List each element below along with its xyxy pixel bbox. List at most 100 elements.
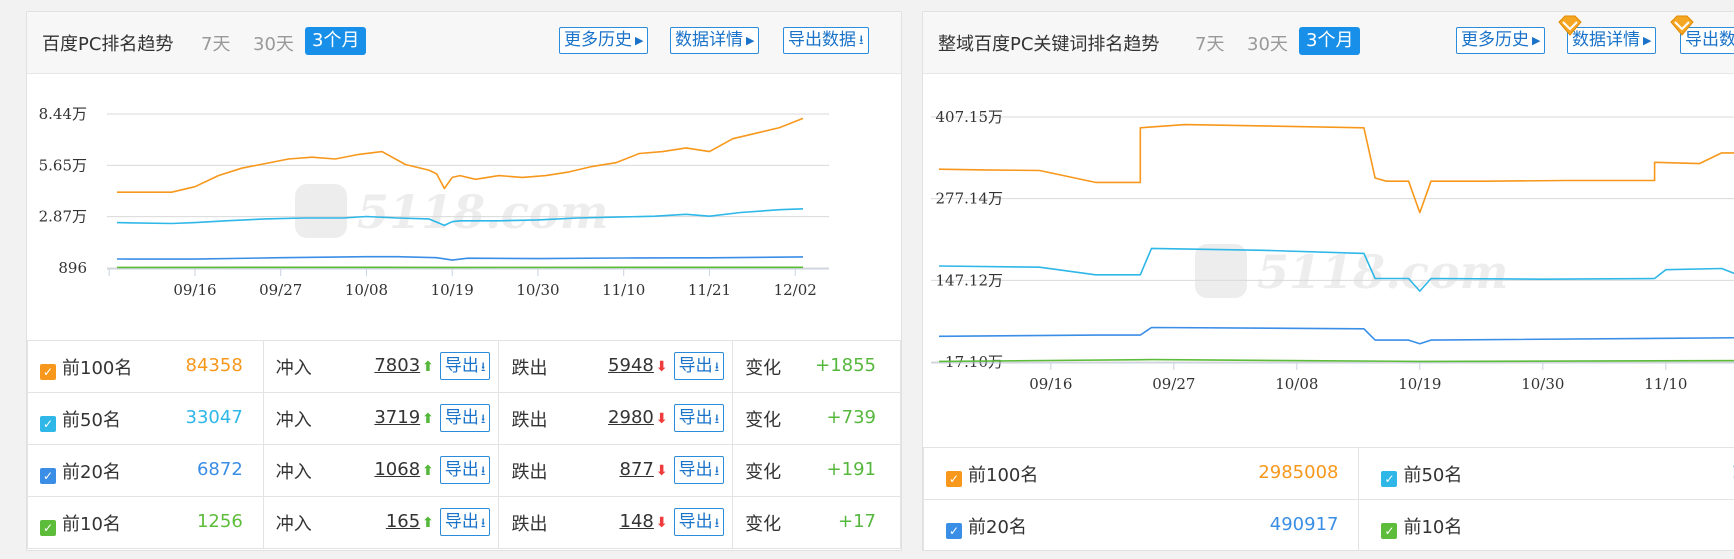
rank-out-label: 跌出 bbox=[511, 513, 548, 535]
rank-out-cell: 跌出 2980 ⬇ 导出 ⭳ bbox=[498, 392, 734, 445]
x-tick-label: 11/10 bbox=[1644, 375, 1687, 393]
rank-cell: ✓ 前20名 490917 bbox=[923, 499, 1360, 550]
rank-in-cell: 冲入 7803 ⬆ 导出 ⭳ bbox=[262, 340, 500, 393]
rank-change-cell: 变化 +1855 bbox=[732, 340, 901, 393]
rank-cell: ✓ 前50名 151 bbox=[1358, 447, 1734, 500]
y-tick-label: 5.65万 bbox=[39, 156, 87, 174]
y-tick-label: 407.15万 bbox=[936, 108, 1004, 126]
download-icon: ⭳ bbox=[714, 412, 720, 427]
checkbox-icon[interactable]: ✓ bbox=[1381, 522, 1398, 539]
y-tick-label: 17.10万 bbox=[945, 353, 1003, 371]
checkbox-icon[interactable]: ✓ bbox=[40, 519, 56, 536]
export-rank-out-button[interactable]: 导出 ⭳ bbox=[673, 508, 725, 536]
rank-out-count-link[interactable]: 877 bbox=[619, 459, 654, 480]
rank-in-count-link[interactable]: 165 bbox=[385, 511, 421, 532]
rank-label: 前10名 bbox=[62, 513, 121, 535]
arrow-up-icon: ⬆ bbox=[422, 515, 434, 531]
rank-out-count-link[interactable]: 148 bbox=[619, 511, 654, 532]
checkbox-icon[interactable]: ✓ bbox=[40, 467, 56, 484]
panel-title: 整域百度PC关键词排名趋势 bbox=[938, 34, 1160, 55]
more-history-button[interactable]: 更多历史 ▶ bbox=[1456, 27, 1546, 54]
rank-out-label: 跌出 bbox=[511, 409, 548, 431]
checkbox-icon[interactable]: ✓ bbox=[1381, 470, 1398, 487]
rank-value: 490917 bbox=[1269, 514, 1339, 535]
x-tick-label: 10/19 bbox=[431, 281, 474, 299]
checkbox-icon[interactable]: ✓ bbox=[946, 470, 962, 487]
x-tick-label: 10/19 bbox=[1398, 375, 1441, 393]
rank-out-label: 跌出 bbox=[511, 357, 548, 379]
rank-label: 前50名 bbox=[1403, 464, 1463, 486]
vip-crown-icon bbox=[1670, 15, 1694, 36]
export-label: 导出 bbox=[444, 460, 479, 480]
export-data-button[interactable]: 导出数据⭳ bbox=[1680, 27, 1734, 54]
series-line bbox=[117, 117, 804, 193]
rank-value: 2985008 bbox=[1258, 462, 1339, 483]
export-rank-in-button[interactable]: 导出 ⭳ bbox=[439, 508, 491, 536]
rank-value: 33047 bbox=[185, 407, 243, 428]
tab-30-days[interactable]: 30天 bbox=[1247, 34, 1288, 55]
rank-cell: ✓ 前100名 84358 bbox=[27, 340, 264, 393]
watermark: 5118.com bbox=[295, 184, 608, 239]
vip-crown-icon bbox=[1558, 15, 1582, 36]
arrow-down-icon: ⬇ bbox=[655, 359, 668, 375]
checkbox-icon[interactable]: ✓ bbox=[40, 363, 56, 380]
export-rank-out-button[interactable]: 导出 ⭳ bbox=[673, 404, 725, 432]
x-tick-label: 09/27 bbox=[259, 281, 302, 299]
change-label: 变化 bbox=[745, 409, 782, 431]
export-rank-out-button[interactable]: 导出 ⭳ bbox=[673, 456, 725, 484]
rank-out-count-link[interactable]: 5948 bbox=[608, 355, 654, 376]
x-tick-label: 09/16 bbox=[173, 281, 216, 299]
series-line bbox=[116, 255, 804, 261]
tab-3-months[interactable]: 3个月 bbox=[1299, 27, 1361, 55]
change-value: +1855 bbox=[815, 355, 876, 376]
rank-in-count-link[interactable]: 3719 bbox=[374, 407, 421, 428]
data-detail-label: 数据详情 bbox=[1572, 30, 1640, 50]
change-value: +191 bbox=[826, 459, 876, 480]
checkbox-icon[interactable]: ✓ bbox=[40, 415, 56, 432]
rank-value: 151 bbox=[1731, 462, 1734, 483]
watermark-text: 5118.com bbox=[357, 185, 608, 239]
rank-out-count-link[interactable]: 2980 bbox=[608, 407, 654, 428]
export-label: 导出 bbox=[444, 512, 479, 532]
download-icon: ⭳ bbox=[859, 33, 864, 48]
rank-cell: ✓ 前10名 1256 bbox=[27, 496, 264, 549]
more-history-button[interactable]: 更多历史 ▶ bbox=[559, 27, 649, 54]
export-label: 导出 bbox=[678, 460, 713, 480]
export-rank-in-button[interactable]: 导出 ⭳ bbox=[439, 352, 491, 380]
data-detail-button[interactable]: 数据详情 ▶ bbox=[670, 27, 760, 54]
table-row: ✓ 前100名 2985008 ✓ 前50名 151 bbox=[923, 447, 1734, 500]
download-icon: ⭳ bbox=[714, 464, 720, 479]
change-label: 变化 bbox=[745, 461, 782, 483]
checkbox-icon[interactable]: ✓ bbox=[946, 522, 962, 539]
export-rank-out-button[interactable]: 导出 ⭳ bbox=[673, 352, 725, 380]
change-value: +739 bbox=[826, 407, 876, 428]
rank-cell: ✓ 前100名 2985008 bbox=[923, 447, 1360, 500]
rank-in-label: 冲入 bbox=[275, 513, 312, 535]
tab-7-days[interactable]: 7天 bbox=[1195, 34, 1225, 55]
panel-title: 百度PC排名趋势 bbox=[42, 34, 174, 55]
export-data-label: 导出数据 bbox=[1685, 30, 1734, 50]
panel-header: 整域百度PC关键词排名趋势 7天 30天 3个月 更多历史▶ 数据详情▶ 导出数… bbox=[923, 12, 1734, 74]
tab-30-days[interactable]: 30天 bbox=[253, 34, 294, 55]
export-rank-in-button[interactable]: 导出 ⭳ bbox=[439, 404, 491, 432]
x-tick-label: 11/21 bbox=[688, 281, 731, 299]
rank-in-count-link[interactable]: 7803 bbox=[374, 355, 421, 376]
data-detail-button[interactable]: 数据详情 ▶ bbox=[1567, 27, 1657, 54]
rank-in-cell: 冲入 165 ⬆ 导出 ⭳ bbox=[262, 496, 500, 549]
domain-keyword-trend-panel: 整域百度PC关键词排名趋势 7天 30天 3个月 更多历史▶ 数据详情▶ 导出数… bbox=[922, 11, 1734, 551]
rank-trend-panel: 百度PC排名趋势 7天 30天 3个月 更多历史 ▶ 数据详情 ▶ 导出数据 ⭳ 51… bbox=[26, 11, 902, 551]
tab-7-days[interactable]: 7天 bbox=[201, 34, 231, 55]
export-rank-in-button[interactable]: 导出 ⭳ bbox=[439, 456, 491, 484]
change-label: 变化 bbox=[745, 357, 782, 379]
export-data-button[interactable]: 导出数据⭳ bbox=[783, 27, 869, 54]
export-label: 导出 bbox=[678, 512, 713, 532]
table-row: ✓前20名 490917 ✓前10名 17 bbox=[923, 499, 1734, 550]
x-tick-label: 10/30 bbox=[1521, 375, 1564, 393]
export-label: 导出 bbox=[444, 356, 479, 376]
y-tick-label: 147.12万 bbox=[936, 271, 1004, 289]
tab-3-months[interactable]: 3个月 bbox=[305, 27, 367, 55]
rank-value: 1256 bbox=[196, 511, 243, 532]
rank-in-count-link[interactable]: 1068 bbox=[374, 459, 421, 480]
more-history-label: 更多历史 bbox=[1461, 30, 1529, 50]
series-line bbox=[938, 326, 1734, 345]
